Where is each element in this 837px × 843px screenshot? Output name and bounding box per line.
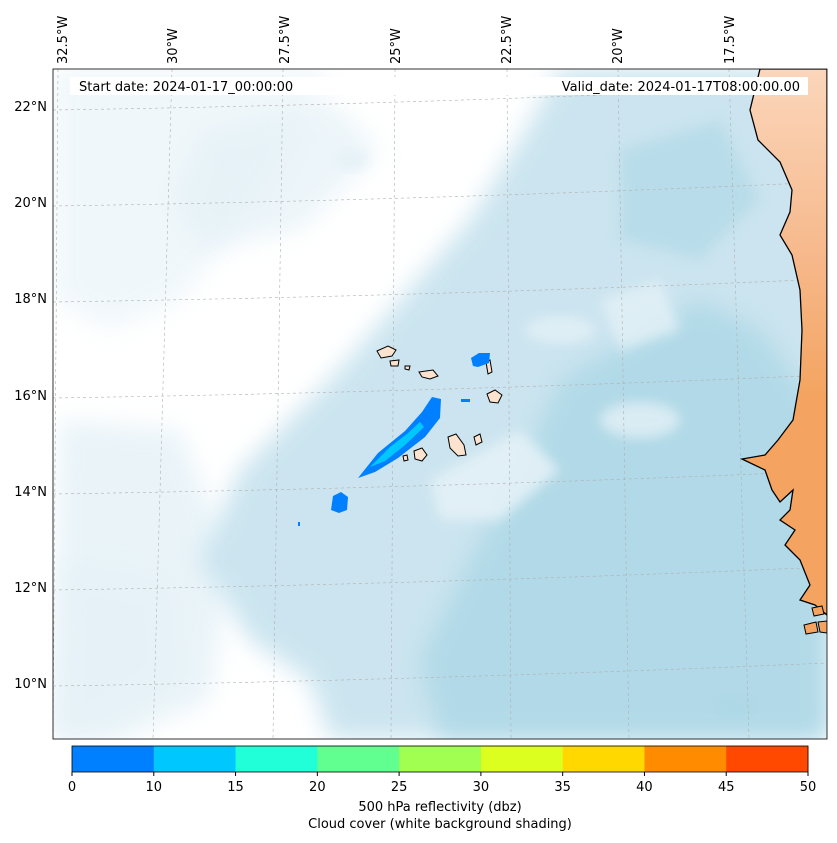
- colorbar-swatch: [153, 746, 237, 772]
- latitude-labels: 22°N 20°N 18°N 16°N 14°N 12°N 10°N: [14, 100, 47, 692]
- africa-coast: [739, 69, 827, 635]
- valid-date-label: Valid_date: 2024-01-17T08:00:00.00: [562, 80, 800, 95]
- island-sao-vicente: [389, 359, 400, 367]
- colorbar-swatch: [480, 746, 564, 772]
- colorbar-tick-label: 30: [473, 780, 490, 795]
- lat-label: 22°N: [14, 100, 47, 115]
- island-fogo: [413, 447, 428, 462]
- lon-label: 27.5°W: [278, 16, 293, 64]
- lat-label: 18°N: [14, 292, 47, 307]
- colorbar-swatch: [235, 746, 318, 772]
- island-maio: [473, 433, 483, 446]
- lat-label: 16°N: [14, 389, 47, 404]
- lon-label: 20°W: [611, 28, 626, 64]
- colorbar-tick-label: 20: [309, 780, 326, 795]
- colorbar-frame: [71, 745, 809, 773]
- land-bissagos: [803, 605, 827, 635]
- echo-main-core: [370, 422, 424, 467]
- island-santa-luzia: [404, 365, 411, 371]
- longitude-labels: 32.5°W 30°W 27.5°W 25°W 22.5°W 20°W 17.5…: [56, 16, 738, 64]
- lon-label: 30°W: [166, 28, 181, 64]
- echo-north: [471, 353, 490, 367]
- island-santiago: [447, 433, 467, 457]
- lon-label: 22.5°W: [500, 16, 515, 64]
- echo-speck-1: [461, 399, 470, 402]
- colorbar-swatch: [399, 746, 482, 772]
- colorbar-tick-label: 35: [554, 780, 571, 795]
- land-west-africa: [739, 69, 827, 616]
- lon-label: 17.5°W: [723, 16, 738, 64]
- cloud-band: [200, 69, 827, 739]
- date-banner: Start date: 2024-01-17_00:00:00 Valid_da…: [70, 77, 808, 95]
- colorbar-label-reflectivity: 500 hPa reflectivity (dbz): [358, 800, 522, 815]
- colorbar-tick-label: 15: [227, 780, 244, 795]
- colorbar-tick-label: 50: [800, 780, 817, 795]
- map-panel: [53, 69, 827, 739]
- echo-main-band: [358, 397, 441, 478]
- lon-label: 25°W: [389, 28, 404, 64]
- echo-speck-2: [298, 522, 300, 526]
- echo-south: [331, 492, 348, 513]
- lat-label: 12°N: [14, 581, 47, 596]
- map-frame: [52, 68, 828, 740]
- island-sao-nicolau: [418, 369, 439, 380]
- lat-label: 20°N: [14, 196, 47, 211]
- colorbar-tick-label: 0: [68, 780, 76, 795]
- island-boa-vista: [486, 389, 503, 404]
- island-brava: [402, 454, 409, 462]
- colorbar-swatch: [644, 746, 727, 772]
- colorbar-tick-label: 10: [146, 780, 163, 795]
- colorbar: 0 10 15 20 25 30 35 40 45 50: [68, 745, 816, 795]
- colorbar-swatch: [562, 746, 645, 772]
- colorbar-swatch: [72, 746, 155, 772]
- colorbar-ticks: 0 10 15 20 25 30 35 40 45 50: [68, 772, 816, 795]
- gridlines: [53, 69, 827, 739]
- colorbar-swatch: [317, 746, 400, 772]
- colorbar-swatch: [726, 746, 809, 772]
- colorbar-swatches: [72, 746, 809, 772]
- island-santo-antao: [376, 345, 397, 359]
- start-date-label: Start date: 2024-01-17_00:00:00: [79, 80, 293, 95]
- colorbar-label-cloud-cover: Cloud cover (white background shading): [308, 817, 572, 832]
- lon-label: 32.5°W: [56, 16, 71, 64]
- lat-label: 10°N: [14, 677, 47, 692]
- colorbar-tick-label: 40: [636, 780, 653, 795]
- reflectivity-echoes: [298, 353, 490, 526]
- colorbar-tick-label: 25: [391, 780, 408, 795]
- date-banner-background: [70, 77, 808, 95]
- lat-label: 14°N: [14, 485, 47, 500]
- cloud-cover-shading: [53, 69, 380, 739]
- colorbar-tick-label: 45: [718, 780, 735, 795]
